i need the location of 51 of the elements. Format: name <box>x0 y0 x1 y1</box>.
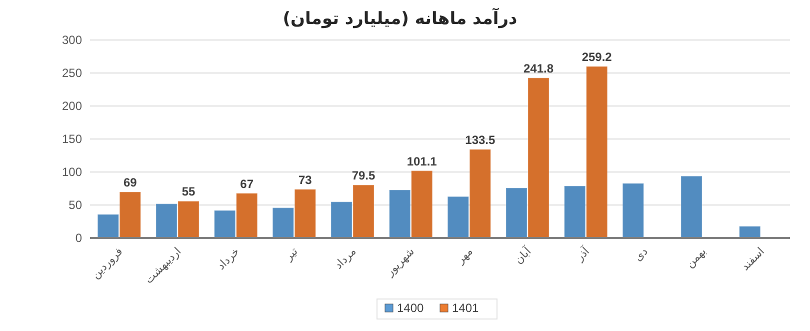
data-label: 67 <box>240 176 254 191</box>
bar <box>389 190 410 238</box>
bar <box>448 196 469 238</box>
data-label: 133.5 <box>465 132 496 147</box>
bar <box>470 149 491 238</box>
bar <box>331 202 352 238</box>
bar <box>98 214 119 238</box>
legend-label: 1400 <box>397 301 424 315</box>
y-tick-label: 50 <box>68 198 82 212</box>
y-tick-label: 100 <box>62 165 82 179</box>
bar <box>681 176 702 238</box>
chart-title: درآمد ماهانه (میلیارد تومان) <box>282 7 518 29</box>
x-tick-label: تیر <box>282 244 300 264</box>
x-tick-label: خرداد <box>214 244 242 272</box>
y-tick-label: 0 <box>75 231 82 245</box>
bar <box>214 210 236 238</box>
y-tick-label: 150 <box>62 132 82 146</box>
x-tick-label: آبان <box>511 244 534 267</box>
data-label: 241.8 <box>523 61 554 76</box>
x-tick-label: اردیبهشت <box>142 244 184 286</box>
x-tick-label: آذر <box>572 244 593 264</box>
data-label: 259.2 <box>582 50 612 64</box>
x-tick-label: شهریور <box>382 244 417 280</box>
x-tick-label: مرداد <box>332 244 359 272</box>
x-tick-label: بهمن <box>683 244 709 270</box>
bar <box>120 192 141 238</box>
legend-label: 1401 <box>452 301 480 315</box>
bar <box>178 201 199 238</box>
bar <box>586 66 608 238</box>
x-tick-label: فروردین <box>89 244 126 282</box>
data-label: 79.5 <box>352 168 376 183</box>
x-tick-label: مهر <box>453 244 476 267</box>
bar <box>236 193 258 238</box>
data-label: 101.1 <box>406 154 438 168</box>
x-tick-label: دی <box>632 244 650 264</box>
bar <box>622 183 644 238</box>
bar <box>506 188 527 238</box>
data-label: 69 <box>123 175 138 190</box>
bar <box>528 78 549 238</box>
y-tick-label: 200 <box>62 99 82 113</box>
data-label: 55 <box>182 184 196 199</box>
data-label: 73 <box>298 172 312 187</box>
bar <box>353 185 374 238</box>
bar <box>564 186 586 238</box>
y-tick-label: 300 <box>62 33 82 47</box>
y-tick-label: 250 <box>62 66 82 80</box>
x-tick-label: اسفند <box>738 244 767 274</box>
bar <box>272 208 294 238</box>
bar <box>156 204 177 238</box>
bar <box>411 170 432 238</box>
bar <box>294 189 316 238</box>
